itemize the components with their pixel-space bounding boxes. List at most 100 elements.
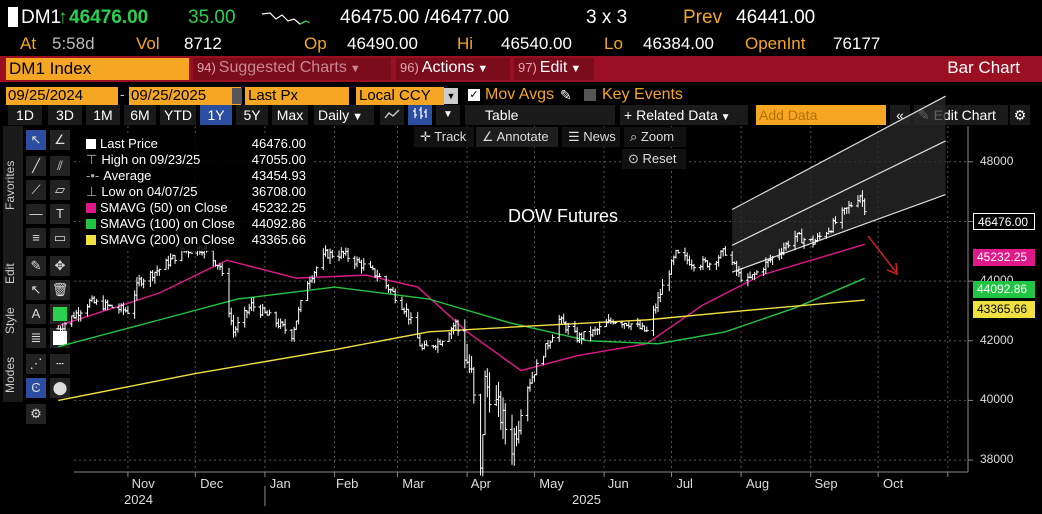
period-button-3d[interactable]: 3D bbox=[48, 105, 82, 125]
suggested-num: 94) bbox=[197, 60, 216, 75]
calendar-icon[interactable] bbox=[232, 88, 242, 104]
period-button-max[interactable]: Max bbox=[272, 105, 308, 125]
period-button-ytd[interactable]: YTD bbox=[160, 105, 196, 125]
color-fill-icon[interactable] bbox=[50, 304, 70, 324]
legend-label: SMAVG (200) on Close bbox=[100, 232, 235, 247]
red-arrow-head-icon bbox=[886, 262, 898, 276]
hi-value: 46540.00 bbox=[501, 34, 572, 53]
red-arrow-icon bbox=[867, 235, 897, 273]
line-color-icon[interactable] bbox=[50, 328, 70, 348]
x-tick-label: Sep bbox=[814, 476, 838, 491]
pencil-icon[interactable]: ✎ bbox=[560, 87, 572, 103]
chevron-down-icon: ▼ bbox=[717, 112, 731, 123]
period-button-1d[interactable]: 1D bbox=[8, 105, 42, 125]
side-tab-style[interactable]: Style bbox=[3, 307, 17, 335]
channel-icon[interactable]: ⫽ bbox=[50, 156, 70, 176]
start-date-field[interactable]: 09/25/2024 bbox=[6, 87, 118, 105]
up-arrow-icon: ↑ bbox=[58, 7, 68, 28]
chart-type-dropdown-icon[interactable]: ▼ bbox=[436, 105, 460, 125]
price-tag: 45232.25 bbox=[973, 249, 1035, 266]
horizontal-line-icon[interactable]: — bbox=[26, 204, 46, 224]
frequency-select[interactable]: Daily ▼ bbox=[314, 105, 374, 125]
bid-ask-size: 3 x 3 bbox=[586, 7, 628, 28]
legend-label: SMAVG (100) on Close bbox=[100, 216, 235, 231]
period-button-6m[interactable]: 6M bbox=[124, 105, 156, 125]
cursor-icon[interactable]: ↖ bbox=[26, 130, 46, 150]
key-events-checkbox[interactable] bbox=[584, 89, 596, 101]
brush-icon[interactable]: ✎ bbox=[26, 256, 46, 276]
side-tab-favorites[interactable]: Favorites bbox=[3, 160, 17, 210]
quote-line-1: DM1 ↑ 46476.00 35.00 46475.00 /46477.00 … bbox=[0, 4, 1042, 32]
price-tag: 43365.66 bbox=[973, 301, 1035, 318]
related-data-button[interactable]: + Related Data ▼ bbox=[620, 105, 748, 125]
legend-label: Last Price bbox=[100, 136, 158, 151]
currency-dropdown-icon[interactable]: ▼ bbox=[444, 88, 458, 104]
y-tick-label: 48000 bbox=[980, 153, 1014, 168]
trendline-icon[interactable]: ╱ bbox=[26, 156, 46, 176]
parallel-channel-icon[interactable]: ▱ bbox=[50, 180, 70, 200]
add-data-input[interactable]: Add Data bbox=[756, 105, 886, 125]
suggested-charts-menu[interactable]: 94) Suggested Charts ▼ bbox=[193, 58, 391, 80]
collapse-icon[interactable]: « bbox=[890, 105, 910, 125]
rectangle-icon[interactable]: ▭ bbox=[50, 228, 70, 248]
security-field[interactable]: DM1 Index bbox=[6, 58, 189, 80]
x-tick-label: Jun bbox=[607, 476, 629, 491]
mov-avgs-checkbox[interactable]: ✓ bbox=[468, 89, 480, 101]
chart-legend[interactable]: Last Price 46476.00 ⊤ High on 09/23/25 47… bbox=[80, 133, 312, 251]
line-chart-icon[interactable] bbox=[380, 105, 404, 125]
font-icon[interactable]: A bbox=[26, 304, 46, 324]
legend-swatch bbox=[86, 203, 96, 213]
legend-label: Low on 04/07/25 bbox=[101, 184, 198, 199]
actions-menu[interactable]: 96) Actions ▼ bbox=[396, 58, 510, 80]
trash-icon[interactable]: 🗑 bbox=[50, 280, 70, 300]
at-time: 5:58d bbox=[52, 34, 95, 53]
chevron-down-icon: ▼ bbox=[474, 63, 489, 75]
news-button[interactable]: ☰ News bbox=[562, 127, 620, 147]
draw-tool-icon[interactable]: ∠ bbox=[50, 130, 70, 150]
magnet-icon[interactable]: Ͼ bbox=[26, 378, 46, 398]
text-tool-icon[interactable]: T bbox=[50, 204, 70, 224]
edit-chart-button[interactable]: ✎ Edit Chart bbox=[914, 105, 1008, 125]
price-field-select[interactable]: Last Px bbox=[245, 87, 349, 105]
period-button-5y[interactable]: 5Y bbox=[236, 105, 268, 125]
suggested-label: Suggested Charts bbox=[218, 59, 347, 76]
zoom-icon: ⌕ bbox=[630, 129, 641, 144]
line-style-icon[interactable]: ≣ bbox=[26, 328, 46, 348]
edit-menu[interactable]: 97) Edit ▼ bbox=[514, 58, 594, 80]
x-tick-label: May bbox=[539, 476, 564, 491]
pattern-icon[interactable]: ⋰ bbox=[26, 354, 46, 374]
annotate-button[interactable]: ∠ Annotate bbox=[476, 127, 558, 147]
high-marker-icon: ⊤ bbox=[86, 152, 98, 167]
chevron-down-icon: ▼ bbox=[349, 111, 364, 123]
y-tick-label: 42000 bbox=[980, 332, 1014, 347]
channel-line-lower bbox=[731, 194, 946, 273]
fibonacci-icon[interactable]: ≡ bbox=[26, 228, 46, 248]
period-button-1m[interactable]: 1M bbox=[86, 105, 120, 125]
price-tag: 44092.86 bbox=[973, 281, 1035, 298]
dashed-icon[interactable]: ┄ bbox=[50, 354, 70, 374]
track-button[interactable]: ✛ Track bbox=[414, 127, 474, 147]
palette-icon[interactable]: ⬤ bbox=[50, 378, 70, 398]
edit-num: 97) bbox=[518, 60, 537, 75]
segment-icon[interactable]: ⟋ bbox=[26, 180, 46, 200]
zoom-button[interactable]: ⌕ Zoom bbox=[624, 127, 686, 147]
legend-sma200: SMAVG (200) on Close bbox=[86, 232, 235, 247]
side-tab-modes[interactable]: Modes bbox=[3, 356, 17, 394]
x-tick-label: Dec bbox=[200, 476, 224, 491]
side-tab-edit[interactable]: Edit bbox=[3, 263, 17, 285]
news-label: News bbox=[583, 129, 616, 144]
currency-select[interactable]: Local CCY bbox=[356, 87, 444, 105]
period-button-1y[interactable]: 1Y bbox=[200, 105, 232, 125]
bar-chart-icon[interactable] bbox=[408, 105, 432, 125]
move-icon[interactable]: ✥ bbox=[50, 256, 70, 276]
actions-label: Actions bbox=[421, 59, 475, 76]
x-tick-label: Aug bbox=[745, 476, 770, 491]
legend-swatch bbox=[86, 235, 96, 245]
settings-gear-icon[interactable]: ⚙ bbox=[26, 404, 46, 424]
chart-annotation[interactable]: DOW Futures bbox=[508, 206, 619, 226]
end-date-field[interactable]: 09/25/2025 bbox=[129, 87, 241, 105]
reset-button[interactable]: ⊙ Reset bbox=[622, 149, 686, 169]
select-icon[interactable]: ↖ bbox=[26, 280, 46, 300]
gear-icon[interactable]: ⚙ bbox=[1010, 105, 1030, 125]
table-button[interactable]: Table bbox=[465, 105, 615, 125]
